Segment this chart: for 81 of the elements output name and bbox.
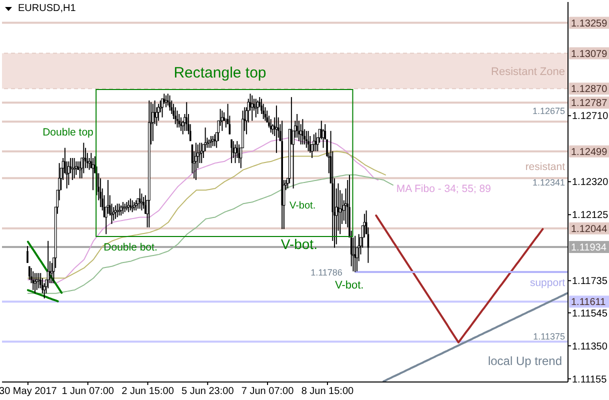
annotation: MA Fibo - 34; 55; 89 bbox=[396, 183, 492, 196]
ref-line-label: 1.13079 bbox=[571, 48, 608, 60]
candlestick bbox=[172, 103, 174, 120]
candlestick bbox=[120, 204, 122, 216]
candlestick bbox=[312, 134, 316, 152]
candlestick bbox=[167, 93, 169, 106]
ref-line-label: 1.12499 bbox=[571, 146, 608, 158]
candlestick bbox=[256, 100, 259, 115]
y-tick-label: 1.11155 bbox=[572, 374, 608, 386]
candlestick bbox=[73, 157, 76, 179]
annotation: Double bot. bbox=[104, 242, 158, 254]
candlestick bbox=[178, 114, 180, 128]
ref-line-label: 1.11611 bbox=[571, 297, 606, 308]
candlestick bbox=[176, 110, 178, 128]
candlestick bbox=[38, 272, 40, 289]
ref-line-label: 1.11934 bbox=[571, 242, 607, 254]
annotation: 1.11375 bbox=[533, 332, 565, 342]
ref-line-label: 1.13259 bbox=[571, 18, 608, 30]
candlestick bbox=[84, 147, 86, 169]
candlestick bbox=[254, 98, 258, 118]
y-tick-label: 1.12710 bbox=[572, 111, 609, 122]
ref-line-label: 1.12787 bbox=[571, 98, 608, 110]
candlestick bbox=[36, 272, 38, 290]
x-tick-label: 1 Jun 07:00 bbox=[62, 386, 114, 398]
chart-title: EURUSD,H1 bbox=[18, 3, 76, 15]
band-label: Resistant Zone bbox=[491, 66, 565, 78]
candlestick bbox=[28, 266, 30, 280]
candlestick bbox=[32, 270, 34, 290]
candlestick bbox=[234, 144, 236, 164]
y-tick-label: 1.11735 bbox=[572, 276, 608, 288]
y-tick-label: 1.11350 bbox=[572, 341, 608, 352]
x-tick-label: 5 Jun 23:00 bbox=[182, 386, 234, 398]
candlestick bbox=[180, 116, 182, 132]
y-tick-label: 1.11545 bbox=[572, 308, 608, 320]
candlestick bbox=[74, 160, 78, 176]
candlestick bbox=[130, 198, 132, 211]
candlestick bbox=[262, 103, 264, 120]
x-tick-label: 2 Jun 15:00 bbox=[122, 386, 174, 398]
candlestick bbox=[230, 138, 232, 164]
candlestick bbox=[204, 127, 207, 152]
candlestick bbox=[198, 142, 201, 164]
candlestick bbox=[174, 106, 176, 125]
line-series bbox=[26, 289, 59, 302]
annotation: V-bot. bbox=[280, 236, 318, 252]
x-tick-label: 8 Jun 15:00 bbox=[301, 386, 354, 398]
ref-line-label: 1.12870 bbox=[571, 84, 608, 96]
candlestick bbox=[212, 136, 214, 147]
candlestick bbox=[363, 213, 366, 238]
annotation: 1.12341 bbox=[532, 178, 565, 188]
candlestick bbox=[118, 203, 120, 216]
candlestick bbox=[186, 102, 188, 132]
candlestick bbox=[106, 179, 110, 214]
candlestick bbox=[66, 160, 68, 189]
candlestick bbox=[170, 100, 173, 115]
candlestick bbox=[275, 105, 278, 154]
candlestick bbox=[67, 160, 70, 186]
y-tick-label: 1.12125 bbox=[572, 210, 609, 222]
candlestick bbox=[250, 94, 254, 122]
x-tick-label: 7 Jun 07:00 bbox=[241, 386, 294, 398]
annotation: Rectangle top bbox=[174, 64, 266, 82]
annotation: support bbox=[530, 277, 566, 290]
candlestick bbox=[306, 130, 308, 148]
annotation: 1.11786 bbox=[310, 268, 342, 278]
y-tick-label: 1.12320 bbox=[572, 177, 609, 188]
candlestick bbox=[164, 94, 168, 108]
candlestick bbox=[260, 98, 262, 115]
annotation: V-bot. bbox=[334, 279, 364, 292]
annotation: V-bot. bbox=[289, 200, 316, 212]
candlestick bbox=[112, 206, 115, 222]
line-series bbox=[382, 292, 568, 382]
candlestick bbox=[26, 245, 28, 264]
annotation: Double top bbox=[42, 126, 94, 139]
annotation: 1.12675 bbox=[532, 106, 565, 116]
annotation: resistant bbox=[525, 161, 566, 174]
candlestick bbox=[88, 157, 90, 170]
line-series bbox=[27, 174, 394, 294]
candlestick bbox=[296, 114, 298, 138]
candlestick bbox=[116, 203, 119, 218]
ref-line-label: 1.12044 bbox=[571, 224, 608, 235]
annotation: local Up trend bbox=[488, 354, 562, 368]
line-series bbox=[26, 240, 63, 294]
